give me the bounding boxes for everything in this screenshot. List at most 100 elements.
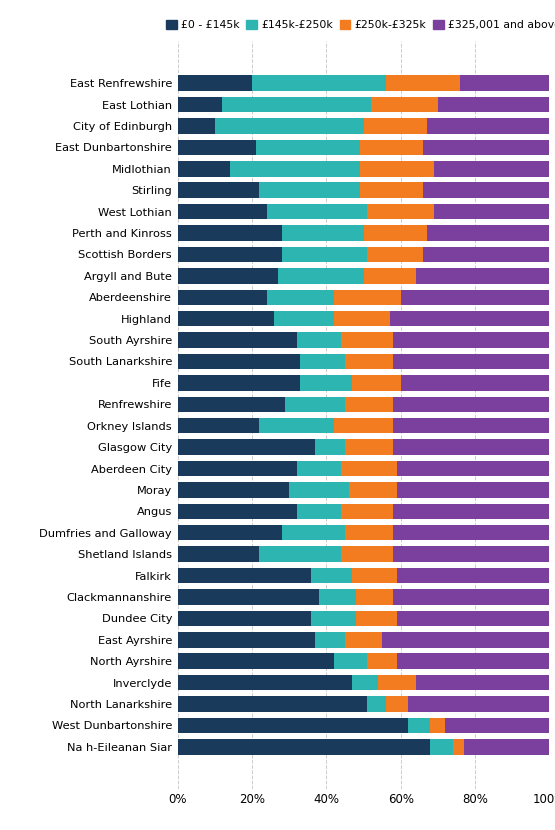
Bar [282, 247, 367, 262]
Bar [397, 461, 549, 476]
Bar [311, 611, 356, 626]
Bar [222, 97, 371, 112]
Bar [345, 632, 382, 647]
Bar [300, 375, 352, 391]
Bar [416, 268, 549, 284]
Bar [356, 611, 397, 626]
Bar [178, 225, 282, 241]
Bar [230, 161, 360, 177]
Bar [334, 311, 390, 326]
Bar [371, 97, 438, 112]
Bar [345, 397, 393, 412]
Bar [453, 740, 464, 754]
Legend: £0 - £145k, £145k-£250k, £250k-£325k, £325,001 and above: £0 - £145k, £145k-£250k, £250k-£325k, £3… [164, 18, 555, 32]
Bar [259, 418, 334, 433]
Bar [178, 139, 256, 155]
Bar [334, 290, 401, 305]
Bar [278, 268, 364, 284]
Bar [178, 375, 300, 391]
Bar [259, 183, 360, 198]
Bar [178, 418, 259, 433]
Bar [215, 118, 364, 134]
Bar [416, 675, 549, 691]
Bar [434, 204, 549, 219]
Bar [341, 546, 393, 562]
Bar [178, 183, 259, 198]
Bar [423, 183, 549, 198]
Bar [408, 696, 549, 712]
Bar [296, 504, 341, 519]
Bar [178, 76, 252, 90]
Bar [427, 118, 549, 134]
Bar [300, 354, 345, 369]
Bar [178, 311, 274, 326]
Bar [393, 504, 549, 519]
Bar [364, 268, 416, 284]
Bar [178, 290, 267, 305]
Bar [178, 354, 300, 369]
Bar [397, 653, 549, 669]
Bar [178, 740, 431, 754]
Bar [178, 161, 230, 177]
Bar [178, 247, 282, 262]
Bar [267, 204, 367, 219]
Bar [364, 118, 427, 134]
Bar [178, 675, 352, 691]
Bar [334, 418, 393, 433]
Bar [460, 76, 549, 90]
Bar [364, 225, 427, 241]
Bar [367, 204, 434, 219]
Bar [178, 589, 319, 605]
Bar [423, 247, 549, 262]
Bar [393, 354, 549, 369]
Bar [178, 397, 285, 412]
Bar [352, 675, 379, 691]
Bar [352, 375, 401, 391]
Bar [178, 97, 222, 112]
Bar [367, 247, 423, 262]
Bar [356, 589, 393, 605]
Bar [393, 525, 549, 540]
Bar [345, 439, 393, 455]
Bar [178, 546, 259, 562]
Bar [427, 225, 549, 241]
Bar [178, 439, 315, 455]
Bar [315, 632, 345, 647]
Bar [178, 653, 334, 669]
Bar [178, 568, 311, 583]
Bar [345, 354, 393, 369]
Bar [393, 439, 549, 455]
Bar [423, 139, 549, 155]
Bar [360, 161, 434, 177]
Bar [382, 632, 549, 647]
Bar [178, 204, 267, 219]
Bar [401, 290, 549, 305]
Bar [397, 568, 549, 583]
Bar [367, 696, 386, 712]
Bar [289, 482, 349, 498]
Bar [178, 718, 408, 733]
Bar [259, 546, 341, 562]
Bar [397, 611, 549, 626]
Bar [285, 397, 345, 412]
Bar [267, 290, 334, 305]
Bar [393, 332, 549, 348]
Bar [178, 632, 315, 647]
Bar [282, 525, 345, 540]
Bar [274, 311, 334, 326]
Bar [178, 525, 282, 540]
Bar [386, 696, 408, 712]
Bar [408, 718, 431, 733]
Bar [315, 439, 345, 455]
Bar [393, 546, 549, 562]
Bar [352, 568, 397, 583]
Bar [178, 504, 296, 519]
Bar [296, 332, 341, 348]
Bar [431, 740, 453, 754]
Bar [178, 332, 296, 348]
Bar [345, 525, 393, 540]
Bar [178, 611, 311, 626]
Bar [341, 504, 393, 519]
Bar [393, 589, 549, 605]
Bar [393, 397, 549, 412]
